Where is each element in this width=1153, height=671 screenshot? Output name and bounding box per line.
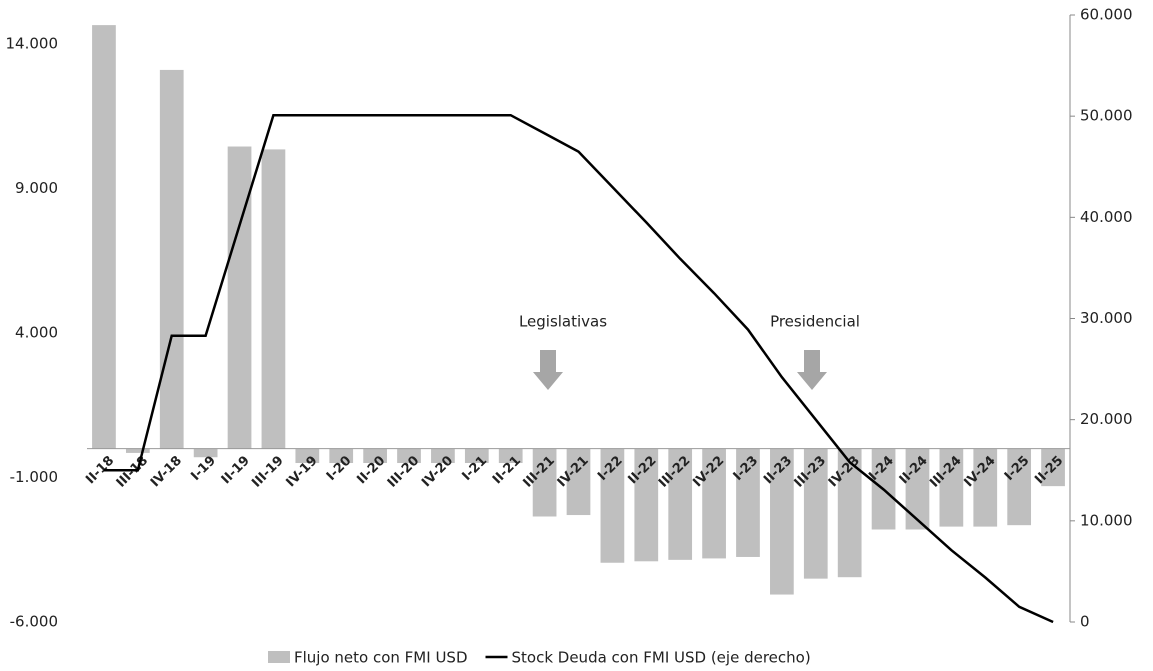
- bar: [600, 448, 625, 563]
- x-tick-label: IV-18: [148, 453, 185, 490]
- bar: [566, 448, 591, 516]
- line: [103, 113, 1054, 624]
- y2-tick-label: 10.000: [1080, 511, 1133, 529]
- bar: [736, 448, 760, 557]
- bar: [159, 69, 184, 449]
- bar: [532, 448, 557, 517]
- bar: [227, 146, 252, 449]
- bar: [363, 448, 387, 464]
- bar: [329, 448, 354, 464]
- y2-tick-label: 60.000: [1080, 6, 1133, 24]
- legend-label: Flujo neto con FMI USD: [294, 649, 468, 667]
- y2-tick-label: 40.000: [1080, 208, 1133, 226]
- y-tick-label: 9.000: [15, 179, 58, 197]
- legend-label: Stock Deuda con FMI USD (eje derecho): [512, 649, 811, 667]
- x-tick-label: III-18: [114, 453, 151, 490]
- x-tick-label: I-19: [188, 453, 219, 484]
- bar: [837, 448, 862, 578]
- bar: [261, 149, 286, 449]
- bar: [92, 25, 116, 449]
- bar: [125, 448, 150, 453]
- bar: [1007, 448, 1032, 526]
- bar: [464, 448, 489, 464]
- bar: [397, 448, 421, 464]
- bar: [973, 448, 998, 527]
- bar: [193, 448, 218, 458]
- y2-tick-label: 30.000: [1080, 309, 1133, 327]
- bar: [939, 448, 964, 527]
- annotation: Presidencial: [770, 313, 860, 331]
- y-tick-label: -1.000: [10, 468, 58, 486]
- annotation-arrow: [533, 350, 827, 390]
- y2-tick-label: 50.000: [1080, 107, 1133, 125]
- bar: [905, 448, 930, 530]
- bar: [668, 448, 693, 560]
- y-tick-label: -6.000: [10, 613, 58, 631]
- bar: [295, 448, 320, 464]
- bar: [498, 448, 523, 464]
- y-tick-label: 14.000: [6, 34, 59, 52]
- bar: [1041, 448, 1065, 487]
- y2-tick-label: 20.000: [1080, 410, 1133, 428]
- y2-tick-label: 0: [1080, 613, 1090, 631]
- bar: [634, 448, 659, 562]
- bar: [431, 448, 455, 464]
- bar: [770, 448, 794, 595]
- y-tick-label: 4.000: [15, 323, 58, 341]
- bar: [803, 448, 828, 579]
- x-tick-label: III-19: [249, 453, 286, 490]
- legend-swatch: [268, 651, 290, 663]
- x-tick-label: II-19: [219, 453, 253, 487]
- bar: [702, 448, 726, 559]
- annotation: Legislativas: [519, 313, 607, 331]
